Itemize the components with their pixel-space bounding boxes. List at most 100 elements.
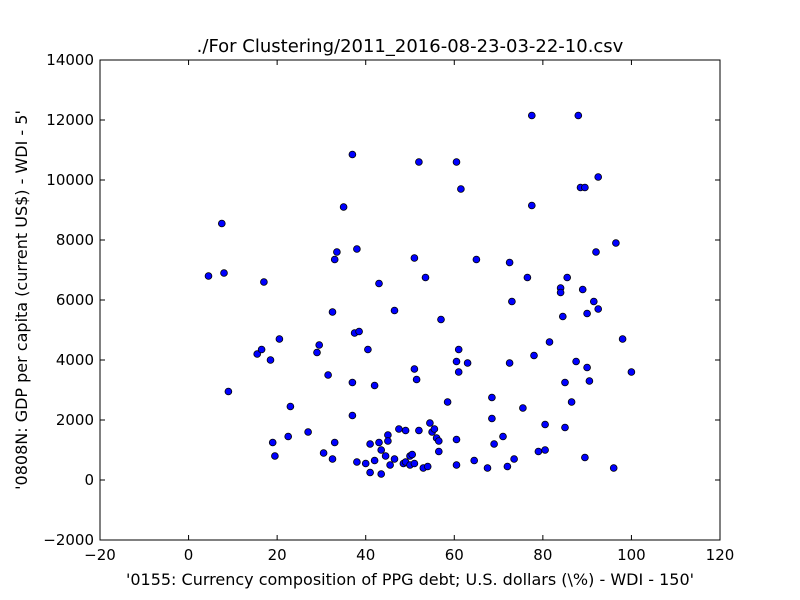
chart-title: ./For Clustering/2011_2016-08-23-03-22-1… <box>197 36 624 57</box>
data-point <box>410 365 419 373</box>
data-point <box>508 297 516 306</box>
data-point <box>563 273 571 282</box>
data-point <box>561 378 569 387</box>
data-point <box>567 398 576 406</box>
data-point <box>412 375 421 384</box>
data-point <box>534 447 543 456</box>
data-point <box>257 345 266 354</box>
data-point <box>618 335 627 343</box>
data-point <box>395 425 403 433</box>
data-point <box>330 255 339 264</box>
x-tick-label: 80 <box>533 546 552 564</box>
x-tick-label: 20 <box>268 546 287 564</box>
x-tick-label: 40 <box>356 546 375 564</box>
data-point <box>523 273 532 282</box>
y-axis-label: '0808N: GDP per capita (current US$) - W… <box>12 110 31 490</box>
data-point <box>505 258 514 267</box>
data-point <box>410 459 419 468</box>
data-point <box>541 420 549 429</box>
data-point <box>556 288 565 297</box>
data-point <box>499 432 507 441</box>
data-point <box>366 468 374 477</box>
data-point <box>324 371 332 379</box>
data-point <box>330 438 339 447</box>
data-point <box>266 356 275 364</box>
data-point <box>286 402 295 411</box>
data-point <box>443 398 452 406</box>
data-point <box>375 279 383 288</box>
data-point <box>627 368 636 376</box>
data-point <box>315 341 324 349</box>
data-point <box>313 348 321 357</box>
data-point <box>415 426 423 435</box>
data-point <box>328 455 337 463</box>
x-tick-label: 120 <box>706 546 735 564</box>
data-point <box>364 345 372 354</box>
data-point <box>353 458 361 466</box>
y-tick-label: 0 <box>84 471 94 489</box>
data-point <box>437 315 445 324</box>
y-tick-label: 8000 <box>56 231 94 249</box>
data-point <box>452 461 461 469</box>
data-point <box>355 327 363 336</box>
data-point <box>574 111 583 120</box>
data-point <box>386 461 394 469</box>
y-tick-label: 6000 <box>56 291 94 309</box>
data-point <box>348 378 357 387</box>
axis-ticks: −20 0 20 40 60 80 100 120 −2000 0 2000 4000 6000 8000… <box>43 51 734 564</box>
data-point <box>452 158 461 166</box>
data-point <box>220 269 228 277</box>
data-point <box>377 470 386 478</box>
data-point <box>572 357 580 366</box>
data-point <box>594 305 602 313</box>
data-point <box>583 363 591 372</box>
plot-frame <box>99 59 721 541</box>
data-point <box>527 111 536 120</box>
data-point <box>328 308 337 316</box>
data-point <box>218 219 226 228</box>
data-point <box>377 446 386 454</box>
data-point <box>594 173 602 181</box>
data-point <box>527 201 536 210</box>
data-point <box>545 338 554 346</box>
data-point <box>483 464 492 472</box>
y-tick-label: 4000 <box>56 351 94 369</box>
data-point <box>612 239 620 247</box>
data-point <box>319 449 328 457</box>
data-point <box>284 432 293 441</box>
data-point <box>488 393 496 402</box>
x-tick-label: 0 <box>184 546 194 564</box>
data-point <box>434 447 443 456</box>
data-point <box>457 185 465 193</box>
data-point <box>561 423 569 432</box>
data-point <box>271 452 279 460</box>
data-point <box>434 437 443 445</box>
data-point <box>578 285 587 294</box>
data-point <box>452 435 461 444</box>
data-point <box>510 455 518 463</box>
data-point <box>421 273 430 282</box>
data-point <box>370 381 379 390</box>
data-point <box>463 359 472 367</box>
x-tick-label: 100 <box>617 546 646 564</box>
data-point <box>452 357 461 366</box>
data-point <box>558 312 567 321</box>
data-point <box>366 440 374 448</box>
data-point <box>503 462 512 471</box>
data-point <box>470 456 479 465</box>
data-point <box>472 255 481 264</box>
data-point <box>581 183 589 192</box>
data-point <box>519 404 527 412</box>
data-points <box>204 111 636 478</box>
data-point <box>430 425 439 433</box>
data-point <box>541 446 549 454</box>
data-point <box>390 455 399 463</box>
data-point <box>361 459 370 468</box>
y-tick-label: 14000 <box>46 51 94 69</box>
data-point <box>353 245 361 253</box>
data-point <box>581 453 589 462</box>
data-point <box>268 438 277 447</box>
data-point <box>426 419 434 427</box>
data-point <box>609 464 618 472</box>
